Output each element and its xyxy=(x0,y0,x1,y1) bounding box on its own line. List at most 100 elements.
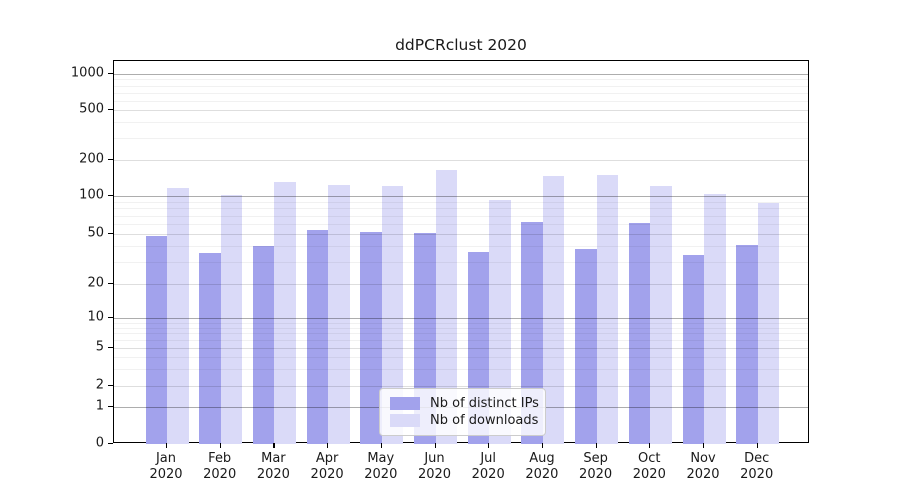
bar-distinct-ips-mar xyxy=(252,246,275,444)
x-axis-tick xyxy=(219,443,221,448)
y-axis-tick xyxy=(108,159,113,161)
bar-downloads-sep xyxy=(596,174,619,444)
bar-distinct-ips-oct xyxy=(628,223,651,444)
bar-downloads-feb xyxy=(220,194,243,444)
x-axis-month-label: Dec 2020 xyxy=(740,451,774,482)
y-axis-tick-label: 10 xyxy=(87,309,104,325)
x-axis-tick xyxy=(273,443,275,448)
x-axis-month-label: Sep 2020 xyxy=(579,451,613,482)
gridline-minor xyxy=(114,208,808,210)
y-axis-tick-label: 50 xyxy=(87,225,104,241)
legend-swatch-distinct-ips xyxy=(390,397,420,410)
gridline-major xyxy=(114,74,808,75)
bar-distinct-ips-jan xyxy=(145,236,167,444)
bar-downloads-mar xyxy=(274,182,296,444)
x-axis-year-label: 2020 xyxy=(525,467,559,482)
x-axis-tick xyxy=(434,443,436,448)
x-axis-tick xyxy=(703,443,705,448)
bar-downloads-may xyxy=(381,186,404,444)
gridline-minor xyxy=(114,340,808,342)
chart-title: ddPCRclust 2020 xyxy=(395,36,527,54)
x-axis-year-label: 2020 xyxy=(310,467,344,482)
x-axis-tick xyxy=(541,443,544,448)
y-axis-tick-label: 20 xyxy=(87,275,104,291)
y-axis-tick xyxy=(108,385,113,387)
x-axis-year-label: 2020 xyxy=(149,467,183,482)
y-axis-tick xyxy=(108,347,113,349)
x-axis-month-label: Feb 2020 xyxy=(203,451,237,482)
y-axis-tick xyxy=(108,73,113,75)
gridline-minor xyxy=(114,261,808,263)
x-axis-year-label: 2020 xyxy=(203,467,237,482)
x-axis-tick xyxy=(756,443,758,448)
legend-swatch-downloads xyxy=(390,414,420,427)
y-axis-tick-label: 200 xyxy=(79,151,104,167)
gridline-minor xyxy=(114,224,808,225)
y-axis-tick xyxy=(108,317,113,319)
bar-distinct-ips-sep xyxy=(575,248,597,444)
gridline-minor xyxy=(114,85,808,87)
x-axis-year-label: 2020 xyxy=(579,467,613,482)
gridline-minor xyxy=(114,327,808,329)
y-axis-tick-label: 2 xyxy=(95,377,104,393)
gridline-major xyxy=(114,160,808,161)
bar-downloads-apr xyxy=(328,184,350,444)
x-axis-year-label: 2020 xyxy=(632,467,666,482)
y-axis-tick-label: 100 xyxy=(79,187,104,203)
bar-distinct-ips-apr xyxy=(306,229,329,444)
bar-downloads-jul xyxy=(489,199,511,444)
y-axis-tick xyxy=(108,283,113,285)
gridline-major xyxy=(114,110,808,111)
y-axis-tick xyxy=(108,406,113,408)
x-axis-year-label: 2020 xyxy=(256,467,290,482)
gridline-minor xyxy=(114,369,808,371)
bar-downloads-oct xyxy=(650,186,672,444)
gridline-major xyxy=(114,284,808,285)
gridline-minor xyxy=(114,357,808,359)
bar-distinct-ips-nov xyxy=(682,255,704,444)
plot-area xyxy=(113,60,809,444)
x-axis-year-label: 2020 xyxy=(417,467,452,482)
x-axis-month-label: Aug 2020 xyxy=(525,451,559,482)
x-axis-month-label: Oct 2020 xyxy=(632,451,666,482)
x-axis-year-label: 2020 xyxy=(686,467,720,482)
x-axis-tick xyxy=(649,443,651,448)
gridline-minor xyxy=(114,333,808,335)
gridline-minor xyxy=(114,79,808,81)
x-axis-tick xyxy=(595,443,597,448)
y-axis-tick-label: 1 xyxy=(95,398,104,414)
y-axis-tick xyxy=(108,109,113,111)
bar-downloads-jun xyxy=(435,169,457,444)
x-axis-month-label: May 2020 xyxy=(364,451,398,482)
bar-distinct-ips-may xyxy=(360,231,382,444)
x-axis-year-label: 2020 xyxy=(740,467,774,482)
legend-label-downloads: Nb of downloads xyxy=(430,413,539,428)
gridline-minor xyxy=(114,246,808,248)
y-axis-tick-label: 0 xyxy=(95,435,104,451)
gridline-minor xyxy=(114,92,808,94)
bar-downloads-aug xyxy=(542,175,565,444)
bar-distinct-ips-feb xyxy=(199,253,221,444)
x-axis-month-label: Mar 2020 xyxy=(256,451,290,482)
gridline-major xyxy=(114,234,808,235)
gridline-minor xyxy=(114,137,808,139)
x-axis-tick xyxy=(488,443,490,448)
gridline-major xyxy=(114,196,808,197)
gridline-minor xyxy=(114,122,808,124)
gridline-minor xyxy=(114,322,808,324)
x-axis-month-label: Jul 2020 xyxy=(471,451,505,482)
bar-downloads-jan xyxy=(167,187,189,444)
gridline-minor xyxy=(114,100,808,102)
x-axis-year-label: 2020 xyxy=(364,467,398,482)
gridline-minor xyxy=(114,201,808,203)
x-axis-tick xyxy=(380,443,382,448)
legend: Nb of distinct IPs Nb of downloads xyxy=(379,388,546,436)
bar-distinct-ips-dec xyxy=(736,244,758,444)
bar-downloads-dec xyxy=(757,203,780,444)
legend-entry-distinct-ips: Nb of distinct IPs xyxy=(386,396,539,411)
y-axis-tick xyxy=(108,195,113,197)
x-axis-month-label: Nov 2020 xyxy=(686,451,720,482)
y-axis-tick xyxy=(108,233,113,235)
gridline-major xyxy=(114,348,808,349)
gridline-major xyxy=(114,318,808,319)
